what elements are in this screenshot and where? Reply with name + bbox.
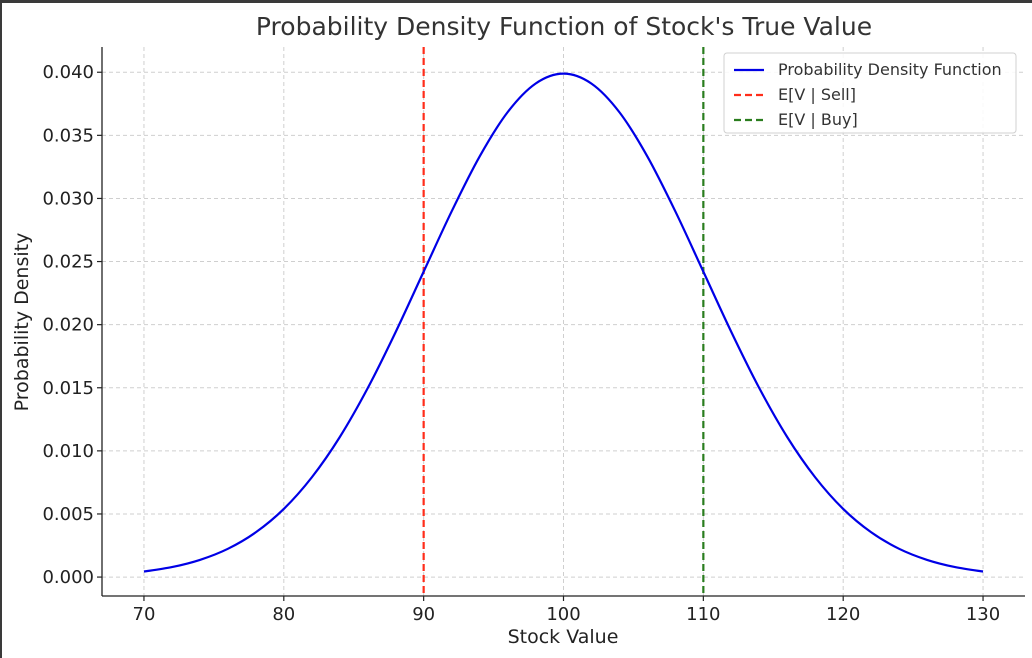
x-tick-label: 70: [133, 604, 156, 625]
x-tick-label: 130: [966, 604, 1000, 625]
x-tick-label: 110: [686, 604, 720, 625]
y-tick-label: 0.035: [42, 125, 94, 146]
ticks: 70 80 90 100 110 120 130 0.000 0.005 0.010 0.015 0.…: [42, 62, 1000, 625]
legend: Probability Density Function E[V | Sell] E…: [723, 52, 1017, 134]
legend-box: [723, 52, 1017, 134]
pdf-chart: Probability Density Function of Stock's …: [11, 12, 1025, 648]
pdf-curve-line: [143, 72, 984, 573]
x-tick-label: 100: [546, 604, 580, 625]
series-layer: [143, 72, 984, 573]
y-tick-label: 0.000: [42, 567, 94, 588]
x-tick-label: 120: [826, 604, 860, 625]
x-tick-label: 80: [272, 604, 295, 625]
y-tick-label: 0.040: [42, 62, 94, 83]
legend-label: E[V | Buy]: [778, 110, 858, 129]
y-tick-label: 0.020: [42, 315, 94, 336]
y-tick-label: 0.025: [42, 252, 94, 273]
legend-label: Probability Density Function: [778, 60, 1002, 79]
chart-title: Probability Density Function of Stock's …: [256, 12, 872, 41]
reference-lines: [422, 47, 705, 596]
y-axis-label: Probability Density: [11, 233, 33, 412]
x-tick-label: 90: [412, 604, 435, 625]
x-axis-label: Stock Value: [508, 626, 619, 648]
legend-label: E[V | Sell]: [778, 85, 856, 104]
y-tick-label: 0.015: [42, 378, 94, 399]
y-tick-label: 0.010: [42, 441, 94, 462]
y-tick-label: 0.005: [42, 504, 94, 525]
y-tick-label: 0.030: [42, 188, 94, 209]
